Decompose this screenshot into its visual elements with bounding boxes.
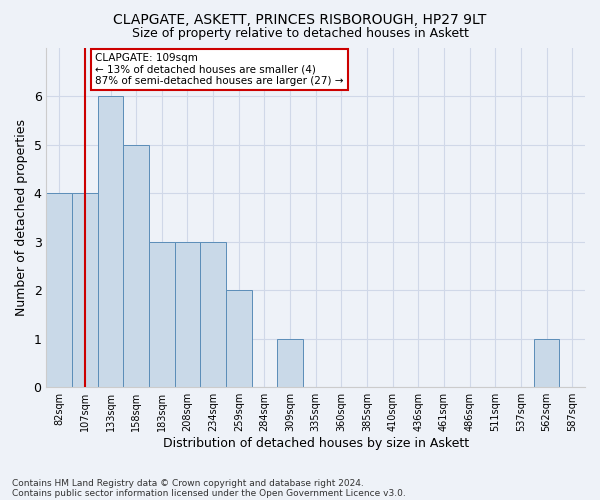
Text: CLAPGATE: 109sqm
← 13% of detached houses are smaller (4)
87% of semi-detached h: CLAPGATE: 109sqm ← 13% of detached house… [95,52,344,86]
Y-axis label: Number of detached properties: Number of detached properties [15,119,28,316]
Text: Contains public sector information licensed under the Open Government Licence v3: Contains public sector information licen… [12,488,406,498]
Bar [200,242,226,387]
Bar [98,96,124,387]
Bar [149,242,175,387]
Text: Size of property relative to detached houses in Askett: Size of property relative to detached ho… [131,28,469,40]
X-axis label: Distribution of detached houses by size in Askett: Distribution of detached houses by size … [163,437,469,450]
Bar [46,193,72,387]
Bar [124,144,149,387]
Bar [277,338,303,387]
Text: Contains HM Land Registry data © Crown copyright and database right 2024.: Contains HM Land Registry data © Crown c… [12,478,364,488]
Bar [175,242,200,387]
Bar [534,338,559,387]
Text: CLAPGATE, ASKETT, PRINCES RISBOROUGH, HP27 9LT: CLAPGATE, ASKETT, PRINCES RISBOROUGH, HP… [113,12,487,26]
Bar [72,193,98,387]
Bar [226,290,251,387]
